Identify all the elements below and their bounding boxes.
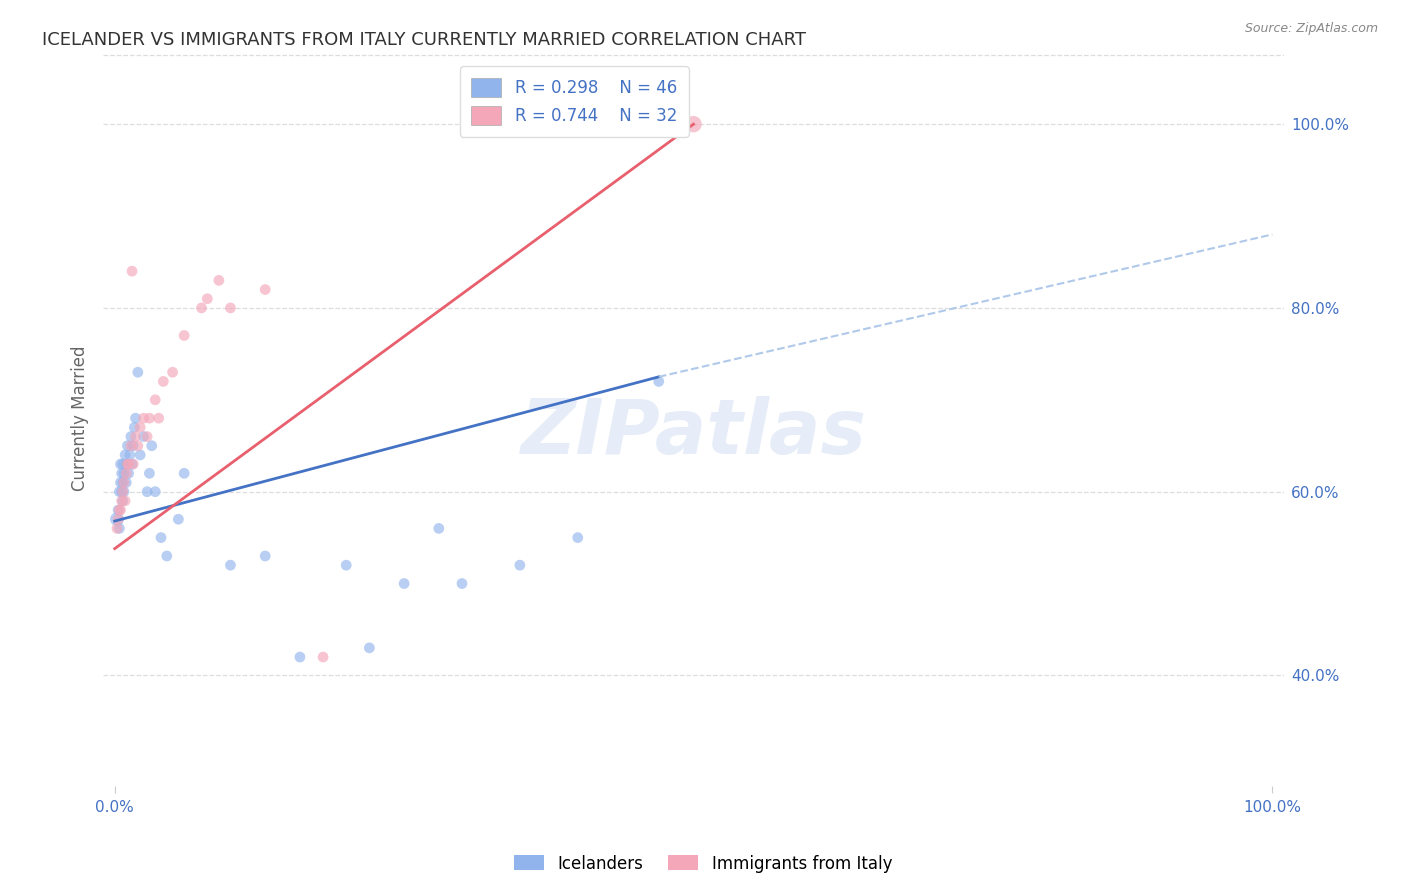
Legend: R = 0.298    N = 46, R = 0.744    N = 32: R = 0.298 N = 46, R = 0.744 N = 32 <box>460 66 689 136</box>
Point <box>648 375 671 389</box>
Point <box>111 484 134 499</box>
Point <box>143 392 166 407</box>
Point <box>254 283 277 297</box>
Point <box>111 467 134 481</box>
Point <box>121 457 143 471</box>
Point <box>107 503 129 517</box>
Point <box>138 467 160 481</box>
Point <box>143 484 166 499</box>
Point <box>150 531 173 545</box>
Point <box>208 273 231 287</box>
Point <box>173 328 195 343</box>
Point <box>359 640 381 655</box>
Point <box>132 411 155 425</box>
Point <box>114 494 136 508</box>
Point <box>112 484 135 499</box>
Text: Source: ZipAtlas.com: Source: ZipAtlas.com <box>1244 22 1378 36</box>
Point <box>138 411 160 425</box>
Point <box>111 494 134 508</box>
Point <box>117 457 139 471</box>
Point <box>173 467 195 481</box>
Point <box>136 429 159 443</box>
Point <box>567 531 589 545</box>
Y-axis label: Currently Married: Currently Married <box>72 345 89 491</box>
Point <box>108 503 131 517</box>
Point <box>148 411 170 425</box>
Point <box>127 439 149 453</box>
Point <box>124 411 146 425</box>
Point <box>111 484 134 499</box>
Point <box>111 475 134 490</box>
Point <box>124 429 146 443</box>
Point <box>190 301 212 315</box>
Point <box>112 475 135 490</box>
Point <box>509 558 531 573</box>
Point <box>219 558 242 573</box>
Point <box>427 521 450 535</box>
Point <box>152 375 174 389</box>
Point <box>115 475 138 490</box>
Text: ZIPatlas: ZIPatlas <box>520 396 866 470</box>
Point <box>129 420 152 434</box>
Point <box>156 549 179 563</box>
Point <box>118 448 141 462</box>
Point <box>288 650 311 665</box>
Point <box>112 467 135 481</box>
Point <box>111 457 134 471</box>
Point <box>121 264 143 278</box>
Point <box>132 429 155 443</box>
Point <box>117 467 139 481</box>
Point <box>108 484 131 499</box>
Text: ICELANDER VS IMMIGRANTS FROM ITALY CURRENTLY MARRIED CORRELATION CHART: ICELANDER VS IMMIGRANTS FROM ITALY CURRE… <box>42 31 806 49</box>
Point <box>141 439 163 453</box>
Point <box>107 512 129 526</box>
Point <box>129 448 152 462</box>
Point <box>682 117 704 131</box>
Point <box>195 292 218 306</box>
Point <box>335 558 357 573</box>
Point <box>110 475 132 490</box>
Point <box>254 549 277 563</box>
Legend: Icelanders, Immigrants from Italy: Icelanders, Immigrants from Italy <box>508 848 898 880</box>
Point <box>115 457 138 471</box>
Point <box>105 512 128 526</box>
Point <box>162 365 184 379</box>
Point <box>136 484 159 499</box>
Point <box>117 439 139 453</box>
Point <box>114 448 136 462</box>
Point <box>122 439 145 453</box>
Point <box>120 439 142 453</box>
Point <box>108 521 131 535</box>
Point <box>115 467 138 481</box>
Point <box>312 650 335 665</box>
Point <box>127 365 149 379</box>
Point <box>122 457 145 471</box>
Point <box>110 457 132 471</box>
Point <box>111 494 134 508</box>
Point <box>110 503 132 517</box>
Point <box>105 521 128 535</box>
Point <box>120 429 142 443</box>
Point <box>219 301 242 315</box>
Point <box>124 420 146 434</box>
Point <box>392 576 415 591</box>
Point <box>117 457 139 471</box>
Point <box>451 576 474 591</box>
Point <box>167 512 190 526</box>
